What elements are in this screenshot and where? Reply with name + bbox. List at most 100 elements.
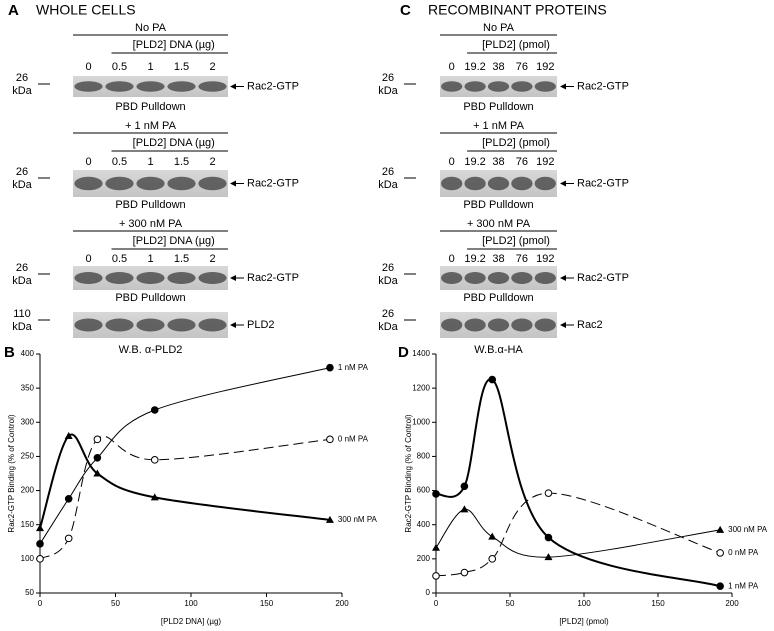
band xyxy=(167,176,196,191)
lane-label: 19.2 xyxy=(464,156,485,168)
lane-label: 1 xyxy=(147,61,153,73)
band xyxy=(487,81,510,92)
lane-label: 0.5 xyxy=(112,156,127,168)
arrow-head xyxy=(230,322,236,328)
lane-label: 0 xyxy=(85,156,91,168)
blot-subheader: [PLD2] DNA (µg) xyxy=(133,39,215,51)
series-label: 0 nM PA xyxy=(728,548,759,557)
band xyxy=(487,176,510,191)
y-tick-label: 0 xyxy=(426,588,431,597)
blot-caption: PBD Pulldown xyxy=(463,292,533,304)
lane-label: 0 xyxy=(85,253,91,265)
x-tick-label: 150 xyxy=(651,599,665,608)
band xyxy=(74,81,103,92)
lane-label: 1.5 xyxy=(174,253,189,265)
arrow-head xyxy=(560,180,566,187)
x-tick-label: 0 xyxy=(38,599,43,608)
band xyxy=(105,81,134,92)
y-tick-label: 1000 xyxy=(412,417,430,426)
point xyxy=(460,482,469,491)
point xyxy=(460,568,469,577)
y-tick-label: 100 xyxy=(21,554,35,563)
panel-title: WHOLE CELLS xyxy=(36,2,136,18)
mw-unit: kDa xyxy=(378,85,398,97)
point xyxy=(488,375,497,384)
blot-target: Rac2-GTP xyxy=(247,177,299,189)
lane-label: 76 xyxy=(516,253,528,265)
lane-label: 2 xyxy=(209,253,215,265)
point xyxy=(544,553,553,561)
lane-label: 0 xyxy=(449,156,455,168)
blot-subheader: [PLD2] (pmol) xyxy=(482,137,550,149)
x-axis-label: [PLD2] (pmol) xyxy=(559,617,609,626)
lane-label: 19.2 xyxy=(464,253,485,265)
series-label: 1 nM PA xyxy=(728,581,759,590)
band xyxy=(441,318,463,332)
point xyxy=(64,494,73,503)
band xyxy=(534,318,556,332)
mw-marker: 26 xyxy=(382,166,394,178)
mw-unit: kDa xyxy=(378,179,398,191)
band xyxy=(441,272,463,284)
panel-label: B xyxy=(4,344,15,361)
blot-subheader: [PLD2] (pmol) xyxy=(482,235,550,247)
lane-label: 0 xyxy=(449,61,455,73)
band xyxy=(136,81,165,92)
lane-label: 1.5 xyxy=(174,61,189,73)
lane-label: 76 xyxy=(516,156,528,168)
lane-label: 1 xyxy=(147,156,153,168)
blot-target: Rac2-GTP xyxy=(577,272,629,284)
band xyxy=(534,176,556,191)
blot-caption: W.B. α-PLD2 xyxy=(119,344,183,356)
point xyxy=(326,435,334,444)
point xyxy=(93,453,102,462)
lane-label: 0 xyxy=(85,61,91,73)
lane-label: 2 xyxy=(209,61,215,73)
band xyxy=(464,176,486,191)
point xyxy=(36,540,44,548)
blot-header: + 1 nM PA xyxy=(473,120,525,132)
band xyxy=(198,318,227,332)
blot-subheader: [PLD2] DNA (µg) xyxy=(133,235,215,247)
band xyxy=(198,81,227,92)
band xyxy=(136,272,165,284)
band xyxy=(534,272,556,284)
blot-target: PLD2 xyxy=(247,319,275,331)
series-line xyxy=(435,378,721,588)
point xyxy=(544,489,553,497)
y-tick-label: 50 xyxy=(25,588,34,597)
lane-label: 38 xyxy=(492,61,504,73)
mw-unit: kDa xyxy=(12,179,32,191)
mw-unit: kDa xyxy=(12,321,32,333)
series-line xyxy=(435,492,721,577)
band xyxy=(74,318,103,332)
lane-label: 192 xyxy=(536,61,554,73)
point xyxy=(64,431,73,439)
y-tick-label: 1400 xyxy=(412,349,430,358)
lane-label: 192 xyxy=(536,253,554,265)
point xyxy=(488,555,497,563)
point xyxy=(716,582,724,590)
y-axis-label: Rac2-GTP Binding (% of Control) xyxy=(404,414,413,532)
blot-target: Rac2-GTP xyxy=(577,80,629,92)
series-line xyxy=(39,433,331,529)
band xyxy=(105,176,134,191)
band xyxy=(441,81,463,92)
lane-label: 0.5 xyxy=(112,61,127,73)
point xyxy=(64,534,73,543)
panel-label: A xyxy=(8,2,19,19)
point xyxy=(544,533,553,542)
y-tick-label: 200 xyxy=(417,554,431,563)
lane-label: 2 xyxy=(209,156,215,168)
point xyxy=(36,555,44,563)
band xyxy=(464,318,486,332)
y-tick-label: 200 xyxy=(21,486,35,495)
point xyxy=(150,493,159,501)
blot-header: + 300 nM PA xyxy=(119,218,183,230)
band xyxy=(464,272,486,284)
blot-caption: PBD Pulldown xyxy=(463,101,533,113)
point xyxy=(432,490,440,498)
y-axis-label: Rac2-GTP Binding (% of Control) xyxy=(7,414,16,532)
lane-label: 38 xyxy=(492,156,504,168)
mw-unit: kDa xyxy=(12,275,32,287)
